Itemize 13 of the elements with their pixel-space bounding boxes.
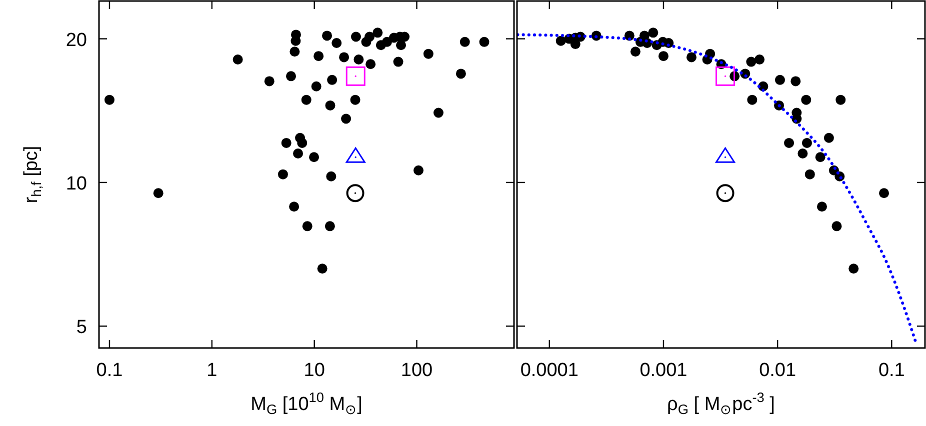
y-tick-label: 5	[76, 317, 87, 338]
x-tick-label: 0.1	[96, 360, 123, 381]
x-tick-label: 100	[400, 360, 433, 381]
x-tick-label: 0.1	[878, 360, 905, 381]
y-tick-label: 20	[66, 30, 87, 51]
x-tick-label: 0.001	[640, 360, 688, 381]
x-tick-label: 10	[304, 360, 325, 381]
x-tick-label: 0.01	[759, 360, 796, 381]
x-axis-title: M$_{G}$ [10$^{10}$ M$_{⊙}$]	[250, 390, 362, 418]
x-axis-title: ρ$_{G}$ [ M$_{⊙}$pc$^{-3}$ ]	[667, 390, 775, 418]
x-tick-label: 0.0001	[520, 360, 578, 381]
x-tick-label: 1	[206, 360, 218, 381]
y-tick-label: 10	[66, 173, 87, 194]
